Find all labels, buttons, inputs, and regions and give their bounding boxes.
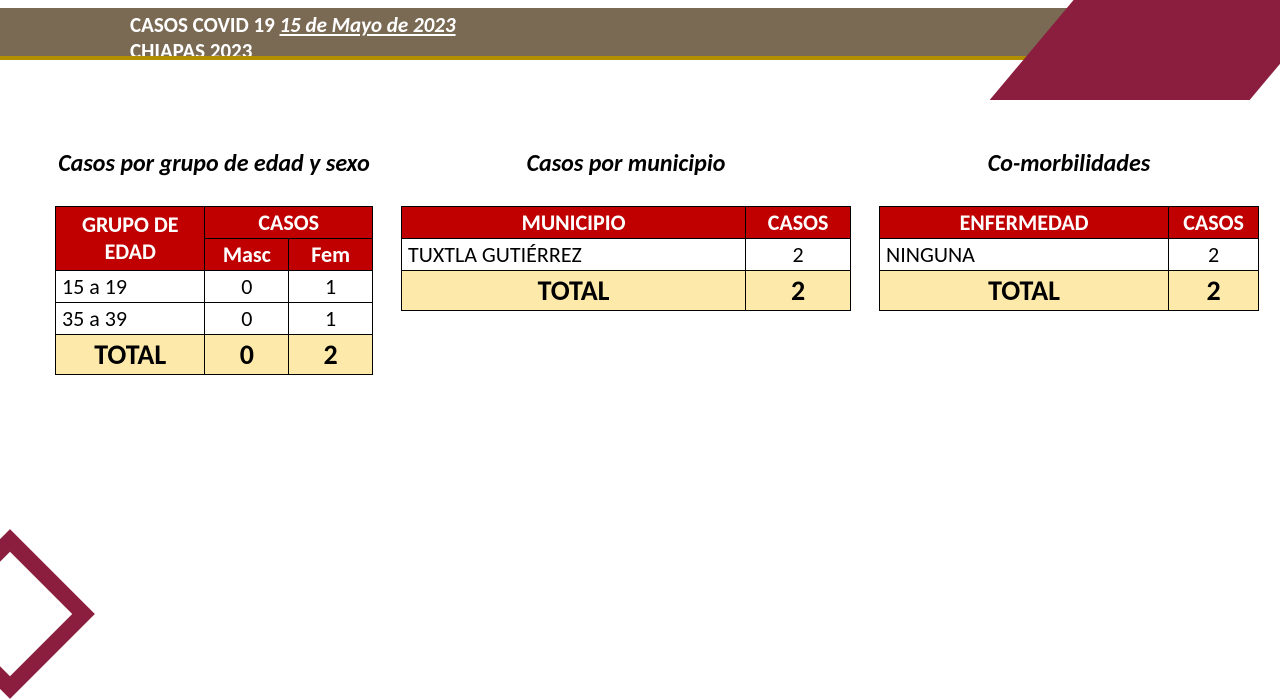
table-row: 15 a 19 0 1 <box>56 270 373 302</box>
cell-cases: 2 <box>746 238 851 270</box>
cell-group: 35 a 39 <box>56 302 205 334</box>
th-cases: CASOS <box>746 206 851 238</box>
total-label: TOTAL <box>880 270 1169 310</box>
section-municipio: Casos por municipio MUNICIPIO CASOS TUXT… <box>401 150 851 311</box>
cell-fem: 1 <box>289 302 373 334</box>
title-age-sex: Casos por grupo de edad y sexo <box>55 150 373 178</box>
cell-fem: 1 <box>289 270 373 302</box>
total-fem: 2 <box>289 334 373 374</box>
table-row: NINGUNA 2 <box>880 238 1259 270</box>
total-label: TOTAL <box>56 334 205 374</box>
title-municipio: Casos por municipio <box>401 150 851 178</box>
total-row: TOTAL 0 2 <box>56 334 373 374</box>
th-masc: Masc <box>205 238 289 270</box>
cell-muni: TUXTLA GUTIÉRREZ <box>402 238 746 270</box>
section-comorbid: Co-morbilidades ENFERMEDAD CASOS NINGUNA… <box>879 150 1259 311</box>
th-disease: ENFERMEDAD <box>880 206 1169 238</box>
cell-masc: 0 <box>205 270 289 302</box>
content-area: Casos por grupo de edad y sexo GRUPO DE … <box>55 150 1240 375</box>
total-masc: 0 <box>205 334 289 374</box>
table-comorbid: ENFERMEDAD CASOS NINGUNA 2 TOTAL 2 <box>879 206 1259 311</box>
th-municipio: MUNICIPIO <box>402 206 746 238</box>
title-comorbid: Co-morbilidades <box>879 150 1259 178</box>
table-row: 35 a 39 0 1 <box>56 302 373 334</box>
header-prefix: CASOS COVID 19 <box>130 12 279 38</box>
cell-masc: 0 <box>205 302 289 334</box>
total-row: TOTAL 2 <box>402 270 851 310</box>
corner-decoration-bottom <box>0 529 95 699</box>
total-value: 2 <box>1169 270 1259 310</box>
total-label: TOTAL <box>402 270 746 310</box>
th-cases: CASOS <box>1169 206 1259 238</box>
cell-group: 15 a 19 <box>56 270 205 302</box>
section-age-sex: Casos por grupo de edad y sexo GRUPO DE … <box>55 150 373 375</box>
table-municipio: MUNICIPIO CASOS TUXTLA GUTIÉRREZ 2 TOTAL… <box>401 206 851 311</box>
header-date: 15 de Mayo de 2023 <box>279 12 455 38</box>
th-cases: CASOS <box>205 206 373 238</box>
cell-cases: 2 <box>1169 238 1259 270</box>
cell-disease: NINGUNA <box>880 238 1169 270</box>
table-row: TUXTLA GUTIÉRREZ 2 <box>402 238 851 270</box>
th-group: GRUPO DE EDAD <box>56 206 205 270</box>
total-row: TOTAL 2 <box>880 270 1259 310</box>
table-age-sex: GRUPO DE EDAD CASOS Masc Fem 15 a 19 0 1… <box>55 206 373 375</box>
total-value: 2 <box>746 270 851 310</box>
th-fem: Fem <box>289 238 373 270</box>
